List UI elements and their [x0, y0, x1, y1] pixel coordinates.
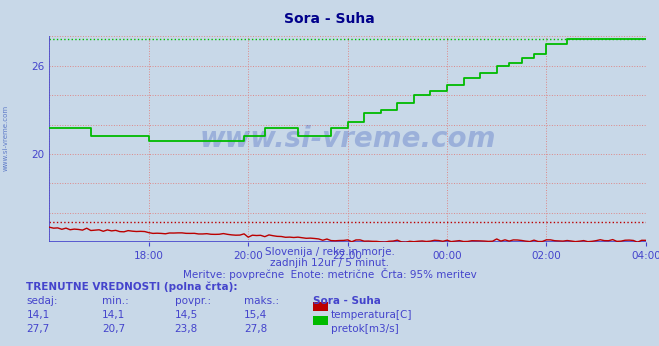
Text: www.si-vreme.com: www.si-vreme.com	[2, 105, 9, 172]
Text: www.si-vreme.com: www.si-vreme.com	[200, 125, 496, 153]
Text: min.:: min.:	[102, 296, 129, 306]
Text: TRENUTNE VREDNOSTI (polna črta):: TRENUTNE VREDNOSTI (polna črta):	[26, 282, 238, 292]
Text: 15,4: 15,4	[244, 310, 267, 320]
Text: 14,1: 14,1	[102, 310, 125, 320]
Text: zadnjih 12ur / 5 minut.: zadnjih 12ur / 5 minut.	[270, 258, 389, 268]
Text: 20,7: 20,7	[102, 324, 125, 334]
Text: 23,8: 23,8	[175, 324, 198, 334]
Text: 14,1: 14,1	[26, 310, 49, 320]
Text: Sora - Suha: Sora - Suha	[284, 12, 375, 26]
Text: 27,8: 27,8	[244, 324, 267, 334]
Text: Slovenija / reke in morje.: Slovenija / reke in morje.	[264, 247, 395, 257]
Text: 27,7: 27,7	[26, 324, 49, 334]
Text: Meritve: povprečne  Enote: metrične  Črta: 95% meritev: Meritve: povprečne Enote: metrične Črta:…	[183, 268, 476, 280]
Text: maks.:: maks.:	[244, 296, 279, 306]
Text: Sora - Suha: Sora - Suha	[313, 296, 381, 306]
Text: 14,5: 14,5	[175, 310, 198, 320]
Text: temperatura[C]: temperatura[C]	[331, 310, 413, 320]
Text: sedaj:: sedaj:	[26, 296, 58, 306]
Text: povpr.:: povpr.:	[175, 296, 211, 306]
Text: pretok[m3/s]: pretok[m3/s]	[331, 324, 399, 334]
